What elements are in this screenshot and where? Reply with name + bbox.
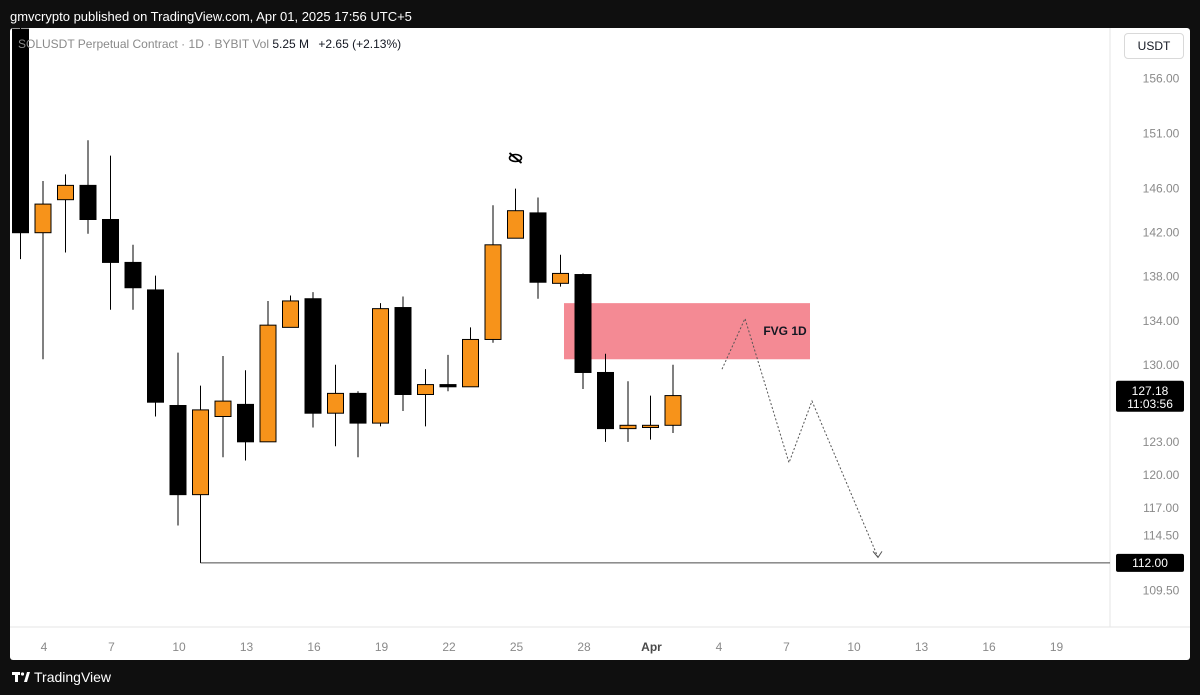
symbol-legend: SOLUSDT Perpetual Contract · 1D · BYBIT … bbox=[18, 37, 401, 51]
candle-body[interactable] bbox=[417, 384, 434, 395]
y-tick-label: 117.00 bbox=[1143, 501, 1179, 515]
y-tick-label: 123.00 bbox=[1143, 435, 1180, 449]
candle-body[interactable] bbox=[237, 403, 254, 443]
x-tick-label: 7 bbox=[783, 640, 790, 654]
tradingview-brand[interactable]: TradingView bbox=[12, 669, 111, 685]
top-bar: gmvcrypto published on TradingView.com, … bbox=[0, 0, 1200, 28]
candle-body[interactable] bbox=[34, 203, 52, 234]
candle-body[interactable] bbox=[552, 272, 569, 284]
candle-body[interactable] bbox=[349, 392, 367, 424]
candle-body[interactable] bbox=[439, 384, 457, 388]
candle-body[interactable] bbox=[664, 395, 682, 426]
y-tick-label: 151.00 bbox=[1143, 127, 1180, 141]
x-tick-label: Apr bbox=[641, 640, 662, 654]
current-price-label: 127.18 bbox=[1132, 384, 1169, 398]
candle-body[interactable] bbox=[462, 338, 479, 388]
candle-body[interactable] bbox=[57, 184, 74, 201]
x-tick-label: 13 bbox=[240, 640, 254, 654]
x-tick-label: 13 bbox=[915, 640, 929, 654]
x-tick-label: 10 bbox=[847, 640, 861, 654]
volume-value: 5.25 M bbox=[272, 37, 310, 51]
x-tick-label: 19 bbox=[1050, 640, 1064, 654]
x-tick-label: 25 bbox=[510, 640, 524, 654]
candle-body[interactable] bbox=[394, 307, 412, 395]
volume-label: Vol bbox=[252, 37, 270, 51]
candle-body[interactable] bbox=[327, 392, 344, 414]
chart-panel[interactable]: FVG 1D 156.00 151.00 146.00 142.00 138.00 134.… bbox=[10, 28, 1190, 660]
y-tick-label: 138.00 bbox=[1143, 270, 1180, 284]
y-tick-label: 114.50 bbox=[1143, 528, 1179, 542]
candle-body[interactable] bbox=[574, 274, 592, 373]
support-price-label: 112.00 bbox=[1132, 556, 1168, 570]
candlestick-chart[interactable]: FVG 1D 156.00 151.00 146.00 142.00 138.00 134.… bbox=[10, 28, 1190, 660]
candle-body[interactable] bbox=[597, 371, 614, 430]
candle-body[interactable] bbox=[12, 28, 29, 234]
fvg-zone[interactable] bbox=[564, 303, 810, 360]
countdown-label: 11:03:56 bbox=[1127, 397, 1173, 411]
tradingview-logo-icon bbox=[12, 672, 30, 682]
x-tick-label: 7 bbox=[108, 640, 115, 654]
support-price-badge[interactable] bbox=[1116, 553, 1184, 572]
footer-bar: TradingView bbox=[0, 660, 1200, 695]
x-tick-label: 19 bbox=[375, 640, 389, 654]
candle-body[interactable] bbox=[484, 244, 502, 340]
y-tick-label: 109.50 bbox=[1143, 583, 1180, 597]
candle-body[interactable] bbox=[124, 261, 142, 289]
symbol-title: SOLUSDT Perpetual Contract · 1D · BYBIT bbox=[18, 37, 249, 51]
candle-body[interactable] bbox=[79, 184, 97, 220]
y-tick-label: 146.00 bbox=[1143, 182, 1180, 196]
y-tick-label: 156.00 bbox=[1143, 72, 1180, 86]
y-tick-label: 130.00 bbox=[1143, 358, 1180, 372]
candle-body[interactable] bbox=[147, 289, 164, 403]
candle-body[interactable] bbox=[214, 400, 232, 418]
candle-body[interactable] bbox=[282, 300, 299, 328]
candle-body[interactable] bbox=[192, 409, 209, 496]
candle-body[interactable] bbox=[619, 424, 637, 430]
y-tick-label: 142.00 bbox=[1143, 226, 1180, 240]
x-tick-label: 22 bbox=[442, 640, 456, 654]
candle-body[interactable] bbox=[102, 218, 119, 263]
candle-body[interactable] bbox=[304, 298, 322, 414]
candle-body[interactable] bbox=[169, 404, 187, 496]
candle-body[interactable] bbox=[529, 212, 547, 283]
y-tick-label: 134.00 bbox=[1143, 314, 1180, 328]
brand-name: TradingView bbox=[34, 669, 112, 685]
candle-body[interactable] bbox=[259, 324, 277, 443]
candle-body[interactable] bbox=[372, 308, 389, 424]
fvg-label: FVG 1D bbox=[763, 324, 807, 338]
currency-button[interactable]: USDT bbox=[1124, 33, 1184, 59]
x-tick-label: 4 bbox=[716, 640, 723, 654]
price-change: +2.65 (+2.13%) bbox=[318, 37, 402, 51]
publisher-info: gmvcrypto published on TradingView.com, … bbox=[10, 9, 412, 24]
projection-path[interactable] bbox=[721, 317, 879, 558]
eye-off-icon[interactable] bbox=[508, 152, 523, 164]
current-price-badge[interactable] bbox=[1116, 380, 1184, 412]
y-tick-label: 120.00 bbox=[1143, 468, 1180, 482]
candle-body[interactable] bbox=[507, 210, 524, 239]
x-tick-label: 10 bbox=[172, 640, 186, 654]
x-tick-label: 4 bbox=[41, 640, 48, 654]
x-tick-label: 16 bbox=[982, 640, 996, 654]
candle-body[interactable] bbox=[642, 424, 659, 429]
x-tick-label: 16 bbox=[307, 640, 321, 654]
x-tick-label: 28 bbox=[577, 640, 591, 654]
projection-arrowhead bbox=[872, 551, 883, 559]
